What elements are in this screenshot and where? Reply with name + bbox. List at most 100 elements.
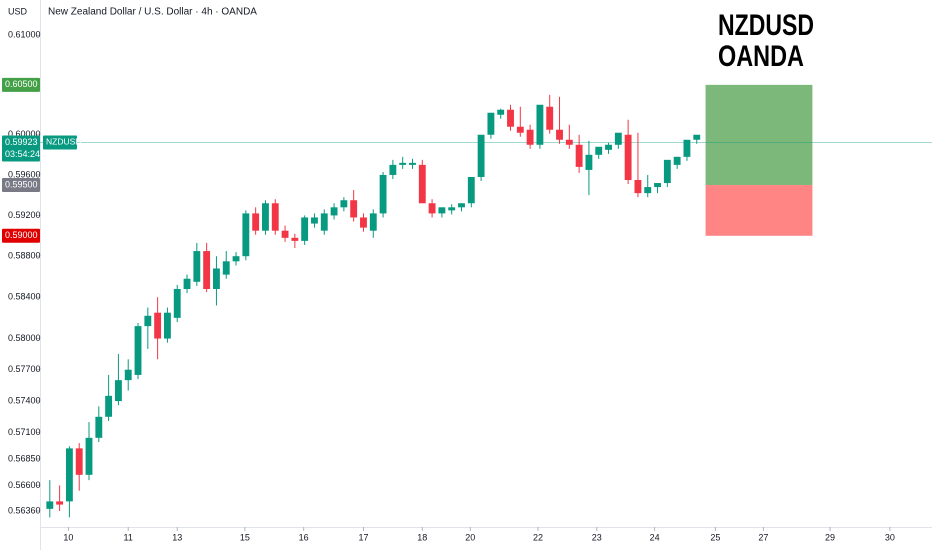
x-tick-label: 16 — [299, 532, 309, 542]
entry-label: 0.59500 — [5, 179, 38, 189]
stop-tag — [2, 228, 40, 243]
candle-body — [595, 146, 603, 155]
candle-body — [507, 109, 514, 127]
candle-body — [575, 144, 583, 167]
y-tick-label: 0.59200 — [8, 210, 41, 220]
candle-body — [438, 207, 446, 214]
candle-body — [330, 207, 338, 216]
y-tick-label: 0.58800 — [8, 251, 41, 261]
y-tick-label: 0.59600 — [8, 169, 41, 179]
x-tick-label: 15 — [240, 532, 250, 542]
candle-body — [291, 237, 299, 241]
candle-body — [320, 213, 328, 231]
candle-body — [154, 312, 162, 339]
x-tick-label: 13 — [172, 532, 182, 542]
candle-body — [614, 132, 622, 145]
candle-body — [124, 369, 132, 381]
candle-body — [477, 134, 485, 177]
candle-body — [311, 217, 318, 224]
x-tick-label: 23 — [592, 532, 602, 542]
candle-body — [65, 448, 73, 502]
currency-label: USD — [8, 6, 28, 16]
candle-body — [536, 104, 544, 145]
candle-body — [556, 129, 563, 140]
last-price-label: 0.59923 — [5, 137, 38, 147]
candle-body — [252, 213, 260, 231]
candle-body — [644, 187, 652, 194]
y-tick-label: 0.56600 — [8, 480, 41, 490]
candle-body — [546, 106, 554, 130]
countdown: 03:54:24 — [5, 149, 40, 159]
candle-body — [350, 200, 358, 218]
candle-body — [340, 200, 348, 208]
chart-title: New Zealand Dollar / U.S. Dollar · 4h · … — [48, 7, 257, 18]
x-tick-label: 30 — [885, 532, 895, 542]
x-tick-label: 25 — [710, 532, 720, 542]
y-tick-label: 0.57100 — [8, 427, 41, 437]
x-tick-label: 10 — [63, 532, 73, 542]
candle-body — [565, 139, 573, 145]
candle-body — [409, 162, 416, 165]
y-tick-label: 0.60000 — [8, 129, 41, 139]
candle-body — [114, 380, 122, 402]
candle-body — [183, 278, 191, 289]
candle-body — [193, 251, 201, 282]
candle-body — [428, 203, 436, 214]
target-tag — [2, 77, 40, 92]
candle-body — [605, 144, 612, 150]
y-tick-label: 0.57400 — [8, 395, 41, 405]
candle-body — [56, 501, 64, 505]
target-label: 0.60500 — [5, 79, 38, 89]
candle-body — [271, 203, 279, 231]
x-tick-label: 29 — [825, 532, 835, 542]
candle-body — [369, 213, 377, 231]
candle-body — [458, 203, 465, 208]
candle-body — [693, 134, 701, 140]
candle-body — [585, 154, 593, 170]
symbol-label: NZDUSD — [46, 137, 81, 147]
candle-body — [242, 213, 250, 257]
loss-zone — [705, 185, 813, 236]
candle-body — [654, 183, 661, 188]
y-tick-label: 0.58000 — [8, 333, 41, 343]
candle-body — [683, 139, 691, 157]
candle-body — [360, 217, 367, 228]
candle-body — [389, 164, 397, 175]
x-tick-label: 24 — [650, 532, 660, 542]
candle-body — [262, 203, 269, 231]
candle-body — [448, 207, 456, 211]
candle-body — [467, 176, 475, 204]
profit-zone — [705, 84, 813, 186]
candle-body — [46, 501, 54, 509]
candle-body — [301, 217, 309, 241]
candle-body — [497, 109, 505, 115]
candle-body — [203, 251, 211, 289]
symbol-tag — [43, 135, 77, 150]
stop-label: 0.59000 — [5, 230, 38, 240]
candle-body — [163, 312, 171, 339]
y-tick-label: 0.61000 — [8, 30, 41, 40]
candle-body — [75, 448, 83, 475]
y-tick-label: 0.57700 — [8, 364, 41, 374]
candle-body — [399, 162, 407, 165]
candle-body — [634, 179, 642, 194]
candle-body — [213, 268, 220, 289]
x-tick-label: 11 — [124, 532, 133, 542]
candle-body — [95, 416, 103, 438]
x-tick-label: 20 — [465, 532, 475, 542]
candle-body — [516, 126, 524, 133]
candle-body — [663, 159, 671, 184]
candle-body — [487, 112, 495, 135]
candle-body — [526, 129, 534, 145]
candle-body — [281, 230, 289, 238]
y-tick-label: 0.58400 — [8, 292, 41, 302]
candle-body — [379, 174, 387, 214]
entry-tag — [2, 178, 40, 193]
candle-body — [624, 134, 632, 180]
annotation: OANDA — [718, 40, 804, 73]
candle-body — [105, 395, 113, 417]
x-tick-label: 27 — [758, 532, 768, 542]
candle-body — [85, 437, 93, 475]
